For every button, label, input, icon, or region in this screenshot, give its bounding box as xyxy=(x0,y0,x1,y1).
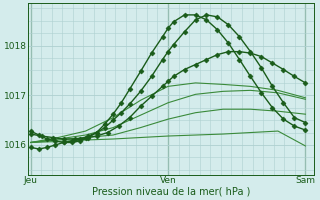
X-axis label: Pression niveau de la mer( hPa ): Pression niveau de la mer( hPa ) xyxy=(92,187,250,197)
